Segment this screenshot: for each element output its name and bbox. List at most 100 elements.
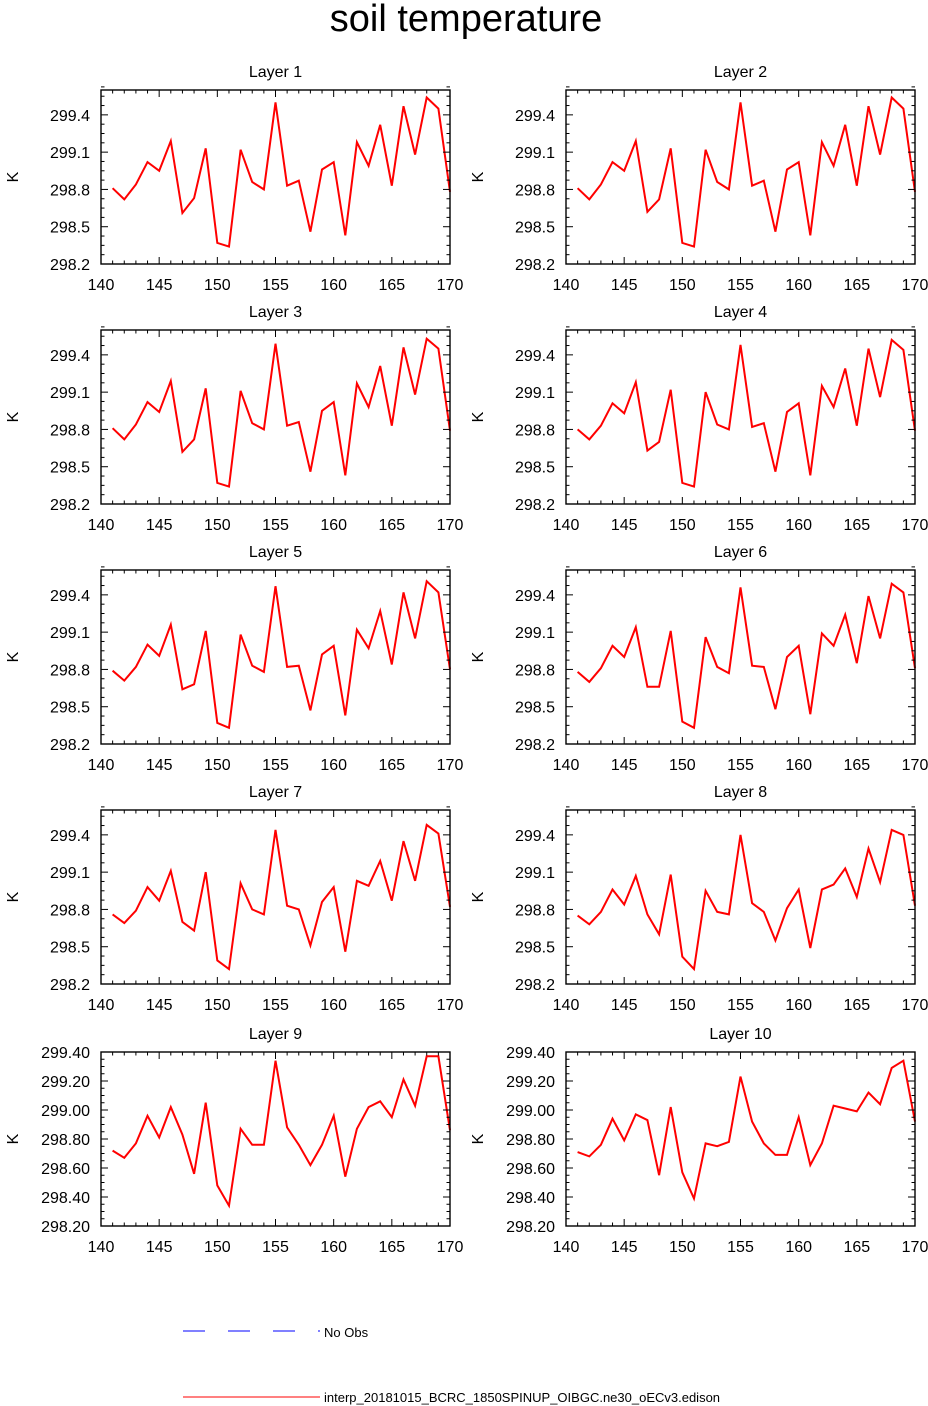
x-tick-label-layer-9: 150 bbox=[204, 1239, 231, 1256]
y-tick-label-layer-9: 299.20 bbox=[41, 1074, 90, 1091]
x-tick-label-layer-6: 155 bbox=[727, 757, 754, 774]
x-tick-label-layer-4: 160 bbox=[785, 517, 812, 534]
panel-layer-3: 140 145 150 155 160 165 170 298.2 298.5 298.8 299.… bbox=[5, 304, 463, 534]
y-tick-label-layer-2: 298.5 bbox=[515, 220, 555, 237]
y-axis-label-layer-6: K bbox=[470, 651, 487, 662]
x-tick-label-layer-5: 140 bbox=[88, 757, 115, 774]
x-tick-label-layer-9: 165 bbox=[378, 1239, 405, 1256]
panel-layer-7: 140 145 150 155 160 165 170 298.2 298.5 298.8 299.… bbox=[5, 784, 463, 1014]
y-tick-label-layer-5: 298.2 bbox=[50, 737, 90, 754]
x-tick-label-layer-3: 145 bbox=[146, 517, 173, 534]
x-tick-label-layer-8: 145 bbox=[611, 997, 638, 1014]
x-tick-label-layer-8: 150 bbox=[669, 997, 696, 1014]
y-tick-label-layer-10: 298.40 bbox=[506, 1190, 555, 1207]
x-tick-label-layer-3: 170 bbox=[437, 517, 464, 534]
panel-layer-9: 140 145 150 155 160 165 170 298.20 298.40 298.60 2… bbox=[5, 1026, 463, 1256]
y-tick-label-layer-4: 299.1 bbox=[515, 385, 555, 402]
y-axis-label-layer-10: K bbox=[470, 1133, 487, 1144]
x-tick-label-layer-2: 145 bbox=[611, 277, 638, 294]
x-tick-label-layer-7: 170 bbox=[437, 997, 464, 1014]
y-tick-label-layer-1: 299.4 bbox=[50, 108, 90, 125]
y-tick-label-layer-9: 298.80 bbox=[41, 1132, 90, 1149]
y-axis-label-layer-3: K bbox=[5, 411, 22, 422]
panel-title-layer-9: Layer 9 bbox=[249, 1026, 302, 1043]
x-tick-label-layer-10: 170 bbox=[902, 1239, 928, 1256]
panel-layer-4: 140 145 150 155 160 165 170 298.2 298.5 298.8 299.… bbox=[470, 304, 928, 534]
y-tick-label-layer-6: 299.1 bbox=[515, 625, 555, 642]
y-tick-label-layer-1: 298.2 bbox=[50, 257, 90, 274]
panel-layer-6: 140 145 150 155 160 165 170 298.2 298.5 298.8 299.… bbox=[470, 544, 928, 774]
y-tick-label-layer-10: 299.00 bbox=[506, 1103, 555, 1120]
y-tick-label-layer-7: 298.8 bbox=[50, 902, 90, 919]
plot-frame-layer-9 bbox=[100, 1051, 451, 1227]
y-tick-label-layer-9: 298.60 bbox=[41, 1161, 90, 1178]
x-tick-label-layer-1: 140 bbox=[88, 277, 115, 294]
panel-title-layer-7: Layer 7 bbox=[249, 784, 302, 801]
series-line-layer-10 bbox=[577, 1059, 916, 1202]
figure-title: soil temperature bbox=[330, 0, 602, 40]
x-tick-label-layer-5: 165 bbox=[378, 757, 405, 774]
y-tick-label-layer-3: 298.8 bbox=[50, 422, 90, 439]
x-tick-label-layer-1: 150 bbox=[204, 277, 231, 294]
panel-title-layer-8: Layer 8 bbox=[714, 784, 767, 801]
series-line-layer-1 bbox=[111, 95, 451, 248]
plot-frame-layer-1 bbox=[100, 89, 451, 265]
y-tick-label-layer-6: 298.8 bbox=[515, 662, 555, 679]
y-tick-label-layer-1: 298.5 bbox=[50, 220, 90, 237]
x-tick-label-layer-10: 160 bbox=[785, 1239, 812, 1256]
series-line-layer-9 bbox=[112, 1055, 451, 1209]
y-axis-label-layer-5: K bbox=[5, 651, 22, 662]
x-tick-label-layer-7: 155 bbox=[262, 997, 289, 1014]
panel-layer-10: 140 145 150 155 160 165 170 298.20 298.40 298.60 2… bbox=[470, 1026, 928, 1256]
x-tick-label-layer-8: 170 bbox=[902, 997, 928, 1014]
y-tick-label-layer-2: 298.8 bbox=[515, 182, 555, 199]
x-tick-label-layer-4: 165 bbox=[843, 517, 870, 534]
plot-frame-layer-5 bbox=[100, 569, 451, 745]
x-tick-label-layer-5: 155 bbox=[262, 757, 289, 774]
y-tick-label-layer-4: 298.8 bbox=[515, 422, 555, 439]
y-tick-label-layer-5: 299.4 bbox=[50, 588, 90, 605]
y-axis-label-layer-9: K bbox=[5, 1133, 22, 1144]
y-tick-label-layer-10: 299.20 bbox=[506, 1074, 555, 1091]
x-tick-label-layer-6: 165 bbox=[843, 757, 870, 774]
series-line-layer-5 bbox=[111, 579, 451, 730]
panel-title-layer-2: Layer 2 bbox=[714, 64, 767, 81]
x-tick-label-layer-3: 165 bbox=[378, 517, 405, 534]
y-tick-label-layer-5: 298.8 bbox=[50, 662, 90, 679]
x-tick-label-layer-9: 145 bbox=[146, 1239, 173, 1256]
panel-layer-5: 140 145 150 155 160 165 170 298.2 298.5 298.8 299.… bbox=[5, 544, 463, 774]
plot-frame-layer-6 bbox=[565, 569, 916, 745]
panel-title-layer-10: Layer 10 bbox=[709, 1026, 771, 1043]
y-tick-label-layer-10: 298.20 bbox=[506, 1219, 555, 1236]
x-tick-label-layer-8: 140 bbox=[553, 997, 580, 1014]
x-tick-label-layer-10: 140 bbox=[553, 1239, 580, 1256]
y-tick-label-layer-1: 298.8 bbox=[50, 182, 90, 199]
y-tick-label-layer-4: 298.5 bbox=[515, 460, 555, 477]
x-tick-label-layer-4: 140 bbox=[553, 517, 580, 534]
y-tick-label-layer-4: 299.4 bbox=[515, 348, 555, 365]
panel-title-layer-6: Layer 6 bbox=[714, 544, 767, 561]
y-tick-label-layer-2: 299.4 bbox=[515, 108, 555, 125]
x-tick-label-layer-6: 160 bbox=[785, 757, 812, 774]
y-tick-label-layer-2: 299.1 bbox=[515, 145, 555, 162]
x-tick-label-layer-10: 145 bbox=[611, 1239, 638, 1256]
series-line-layer-8 bbox=[577, 828, 916, 972]
x-tick-label-layer-6: 170 bbox=[902, 757, 928, 774]
x-tick-label-layer-3: 155 bbox=[262, 517, 289, 534]
y-tick-label-layer-3: 299.4 bbox=[50, 348, 90, 365]
x-tick-label-layer-2: 155 bbox=[727, 277, 754, 294]
x-tick-label-layer-3: 160 bbox=[320, 517, 347, 534]
plot-frame-layer-4 bbox=[565, 329, 916, 505]
x-tick-label-layer-5: 170 bbox=[437, 757, 464, 774]
x-tick-label-layer-4: 155 bbox=[727, 517, 754, 534]
y-tick-label-layer-10: 298.80 bbox=[506, 1132, 555, 1149]
y-axis-label-layer-4: K bbox=[470, 411, 487, 422]
legend-model-entry: interp_20181015_BCRC_1850SPINUP_OIBGC.ne… bbox=[183, 1390, 720, 1405]
x-tick-label-layer-2: 160 bbox=[785, 277, 812, 294]
panel-layer-8: 140 145 150 155 160 165 170 298.2 298.5 298.8 299.… bbox=[470, 784, 928, 1014]
y-tick-label-layer-5: 298.5 bbox=[50, 700, 90, 717]
x-tick-label-layer-5: 160 bbox=[320, 757, 347, 774]
x-tick-label-layer-8: 165 bbox=[843, 997, 870, 1014]
x-tick-label-layer-2: 140 bbox=[553, 277, 580, 294]
x-tick-label-layer-9: 155 bbox=[262, 1239, 289, 1256]
